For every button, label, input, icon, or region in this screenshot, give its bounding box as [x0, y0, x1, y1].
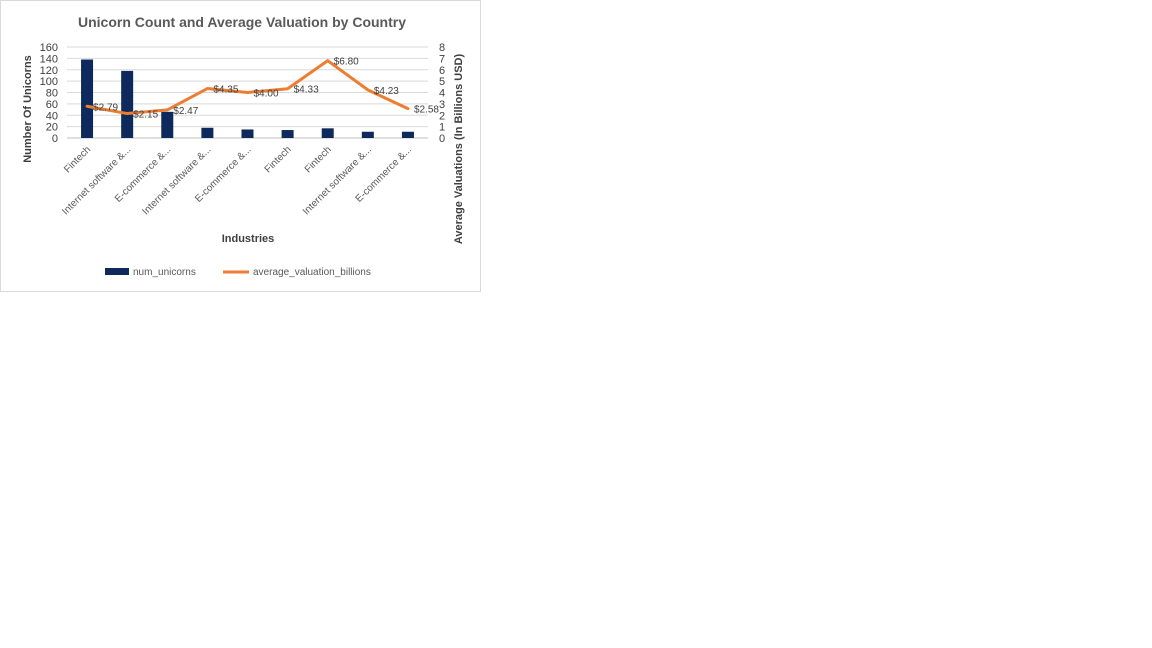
- x-tick-label: Internet software &...: [301, 144, 374, 217]
- data-labels: $2.79 $2.15 $2.47 $4.35 $4.00 $4.33 $6.80 $4.23…: [93, 57, 439, 121]
- line-data-label: $2.58: [414, 105, 439, 116]
- bar: [121, 70, 134, 138]
- line-data-label: $4.35: [213, 85, 238, 96]
- bar: [161, 111, 174, 138]
- y-tick-label: 40: [46, 110, 58, 122]
- bar: [361, 131, 374, 138]
- y2-tick-label: 1: [439, 122, 445, 134]
- line-data-label: $2.79: [93, 102, 118, 113]
- line-path: [85, 59, 410, 116]
- bar: [401, 131, 414, 138]
- y-tick-label: 0: [52, 133, 58, 145]
- y-tick-label: 140: [40, 53, 58, 65]
- x-tick-label: Internet software &...: [60, 144, 133, 217]
- y2-tick-label: 5: [439, 76, 445, 88]
- legend-swatch-bar: [105, 268, 129, 275]
- chart-title: Unicorn Count and Average Valuation by C…: [78, 14, 406, 30]
- y2-axis-title: Average Valuations (In Billions USD): [453, 54, 465, 245]
- bar: [321, 128, 334, 138]
- x-tick-label: Fintech: [62, 144, 93, 175]
- line-data-label: $6.80: [334, 57, 359, 68]
- combo-chart: Unicorn Count and Average Valuation by C…: [22, 14, 465, 278]
- legend-label: average_valuation_billions: [253, 267, 371, 278]
- bar: [241, 129, 254, 138]
- line-data-label: $4.33: [294, 85, 319, 96]
- legend: num_unicorns average_valuation_billions: [105, 267, 371, 278]
- line-data-label: $2.47: [173, 106, 198, 117]
- line-series: [85, 59, 410, 116]
- chart-frame: Unicorn Count and Average Valuation by C…: [0, 0, 481, 292]
- y-tick-label: 160: [40, 42, 58, 54]
- bar-series: [81, 59, 414, 139]
- y-tick-label: 100: [40, 76, 58, 88]
- line-data-label: $4.00: [254, 89, 279, 100]
- x-axis-title: Industries: [222, 233, 275, 245]
- x-tick-label: Fintech: [263, 144, 294, 175]
- y-tick-label: 80: [46, 88, 58, 100]
- line-data-label: $2.15: [133, 110, 158, 121]
- y2-tick-label: 7: [439, 53, 445, 65]
- y2-tick-label: 3: [439, 99, 445, 111]
- y2-tick-label: 4: [439, 88, 445, 100]
- y2-tick-label: 2: [439, 110, 445, 122]
- bar: [201, 127, 214, 138]
- y-tick-label: 20: [46, 122, 58, 134]
- y-axis-title: Number Of Unicorns: [22, 55, 34, 163]
- y2-tick-label: 8: [439, 42, 445, 54]
- x-tick-label: Fintech: [303, 144, 334, 175]
- line-data-label: $4.23: [374, 86, 399, 97]
- bar: [81, 59, 94, 139]
- y-tick-label: 120: [40, 65, 58, 77]
- y2-tick-label: 6: [439, 65, 445, 77]
- y2-tick-label: 0: [439, 133, 445, 145]
- bar: [281, 130, 294, 138]
- legend-label: num_unicorns: [133, 267, 196, 278]
- y-tick-label: 60: [46, 99, 58, 111]
- x-tick-label: Internet software &...: [140, 144, 213, 217]
